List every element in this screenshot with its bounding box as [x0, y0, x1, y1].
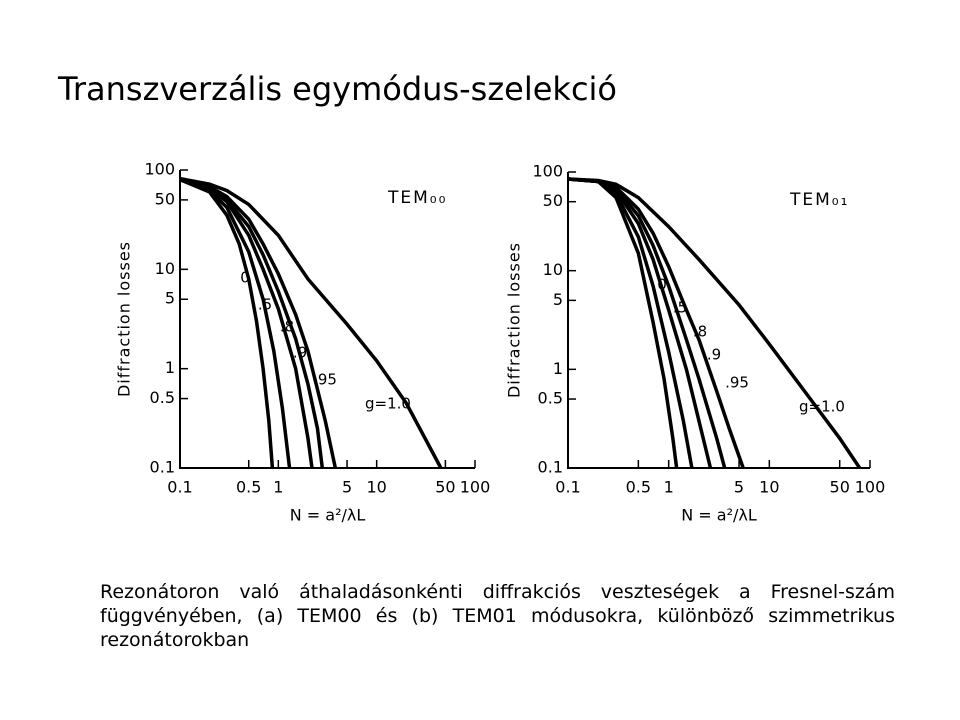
y-tick-label: 0.1	[538, 458, 563, 477]
curve	[567, 177, 745, 469]
curve	[179, 178, 275, 469]
slide-title: Transzverzális egymódus-szelekció	[58, 70, 617, 108]
y-tick-label: 50	[155, 189, 175, 208]
curve-label: .5	[258, 296, 272, 314]
y-tick-label: 5	[553, 290, 563, 309]
annotation: TEM₀₁	[789, 190, 849, 210]
x-tick-label: 0.1	[167, 478, 192, 497]
x-tick-label: 10	[759, 478, 779, 497]
curve-label: .95	[313, 371, 337, 389]
curve	[567, 177, 713, 469]
y-tick-label: 10	[543, 260, 563, 279]
x-tick-label: 100	[855, 478, 886, 497]
curve	[567, 177, 862, 469]
curve-label: .95	[725, 374, 749, 392]
x-tick-label: 100	[460, 478, 491, 497]
y-axis-label: Diffraction losses	[115, 241, 134, 397]
y-tick-label: 100	[144, 160, 175, 179]
y-tick-label: 50	[543, 191, 563, 210]
curve	[179, 177, 325, 469]
curve-label: .9	[707, 346, 721, 364]
curve-label: .9	[293, 344, 307, 362]
x-axis-label: N = a²/λL	[290, 506, 366, 525]
curve-label: 0	[240, 269, 250, 287]
x-tick-label: 5	[342, 478, 352, 497]
y-tick-label: 100	[532, 162, 563, 181]
y-tick-label: 0.5	[538, 389, 563, 408]
x-tick-label: 50	[830, 478, 850, 497]
x-tick-label: 0.5	[236, 478, 261, 497]
x-tick-label: 10	[366, 478, 386, 497]
x-tick-label: 0.5	[626, 478, 651, 497]
annotation: TEM₀₀	[387, 188, 447, 208]
y-tick-label: 1	[165, 358, 175, 377]
curve-label: g=1.0	[365, 395, 411, 413]
y-tick-label: 10	[155, 259, 175, 278]
x-tick-label: 1	[664, 478, 674, 497]
x-tick-label: 50	[435, 478, 455, 497]
axis-frame	[567, 172, 870, 469]
y-tick-label: 0.5	[150, 388, 175, 407]
y-tick-label: 5	[165, 289, 175, 308]
y-tick-label: 0.1	[150, 458, 175, 477]
caption: Rezonátoron való áthaladásonkénti diffra…	[100, 581, 895, 651]
y-axis-label: Diffraction losses	[505, 242, 524, 398]
curve	[179, 176, 443, 469]
x-tick-label: 5	[734, 478, 744, 497]
curve	[179, 177, 338, 469]
curve-label: g=1.0	[799, 398, 845, 416]
curve	[179, 177, 292, 469]
x-axis-label: N = a²/λL	[681, 506, 757, 525]
x-tick-label: 0.1	[555, 478, 580, 497]
x-tick-label: 1	[273, 478, 283, 497]
y-tick-label: 1	[553, 359, 563, 378]
